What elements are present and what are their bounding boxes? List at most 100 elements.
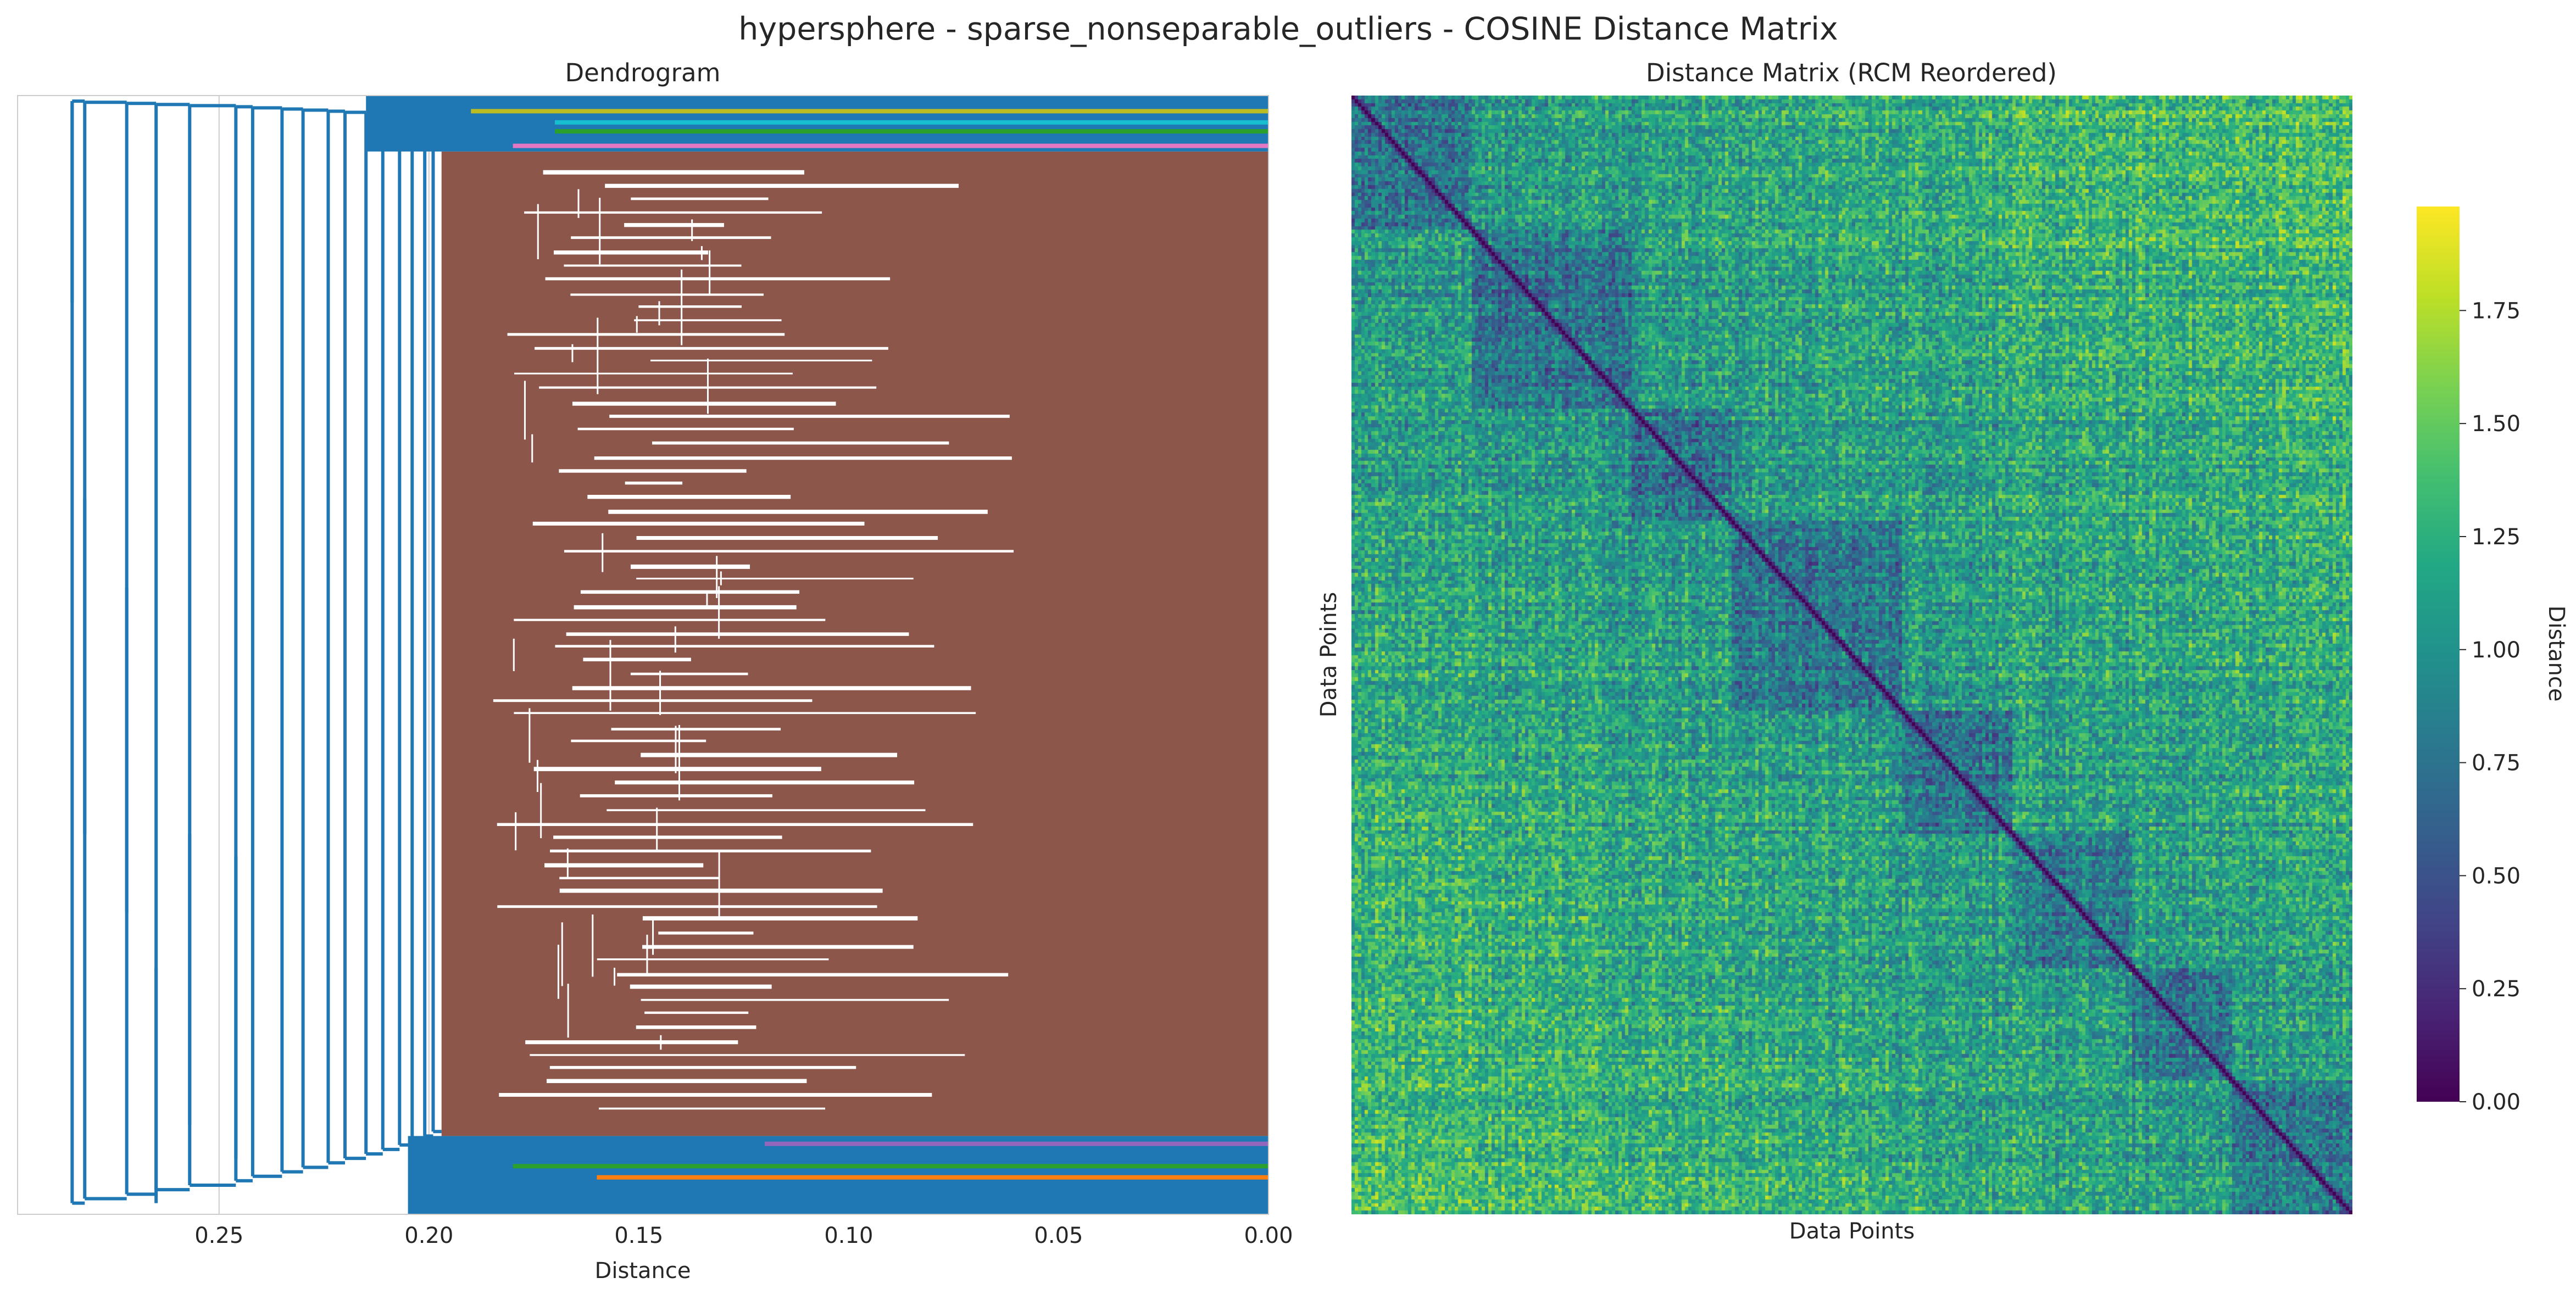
cluster-gap	[493, 699, 813, 702]
cluster-gap	[514, 618, 826, 621]
cluster-gap	[559, 877, 720, 879]
x-tick-label: 0.20	[404, 1223, 453, 1248]
colorbar-ticks: 0.00 0.25 0.50 0.75 1.00 1.25 1.50 1.75	[2460, 298, 2521, 1115]
x-tick-label: 0.10	[824, 1223, 873, 1248]
cluster-gap	[636, 535, 938, 540]
cluster-gap	[605, 183, 959, 188]
colorbar-tick-label: 1.25	[2472, 525, 2521, 550]
cluster-gap	[555, 645, 934, 648]
cluster-gap	[553, 835, 782, 839]
cluster-gap	[631, 197, 769, 200]
x-tick-label: 0.00	[1244, 1223, 1293, 1248]
cluster-gap	[630, 984, 772, 989]
cluster-gap	[650, 359, 872, 361]
cluster-strip	[597, 1175, 1268, 1180]
cluster-gap	[597, 958, 829, 961]
colorbar-tick-label: 0.50	[2472, 863, 2521, 889]
cluster-gap	[564, 550, 1014, 553]
cluster-gap	[543, 170, 804, 175]
cluster-gap	[658, 931, 754, 935]
cluster-gap	[530, 1054, 965, 1056]
cluster-gap	[544, 863, 704, 868]
cluster-gap	[559, 888, 883, 893]
cluster-gap	[574, 605, 797, 610]
cluster-gap	[630, 564, 750, 569]
cluster-gap	[587, 495, 791, 499]
x-tick-label: 0.05	[1034, 1223, 1083, 1248]
colorbar-tick-label: 1.50	[2472, 411, 2521, 437]
dendrogram-panel: Dendrogram 0.25 0.20 0.15 0.10 0.05 0.00 Dist…	[17, 58, 1293, 1284]
colorbar: 0.00 0.25 0.50 0.75 1.00 1.25 1.50 1.75 Distanc…	[2417, 207, 2569, 1115]
cluster-gap	[497, 905, 877, 908]
cluster-gap	[546, 1079, 807, 1084]
cluster-gap	[549, 1065, 856, 1069]
cluster-gap	[624, 223, 724, 227]
cluster-gap	[564, 264, 742, 267]
cluster-gap	[524, 211, 822, 214]
cluster-gap	[615, 780, 915, 785]
cluster-gap	[580, 794, 772, 797]
dendrogram-x-ticks: 0.25 0.20 0.15 0.10 0.05 0.00	[194, 1223, 1293, 1248]
cluster-gap	[532, 521, 865, 526]
dendrogram-xlabel: Distance	[595, 1258, 691, 1284]
colorbar-tick-label: 1.75	[2472, 298, 2521, 323]
colorbar-tick-label: 0.25	[2472, 977, 2521, 1002]
cluster-gap	[652, 441, 949, 445]
cluster-gap	[607, 809, 926, 811]
heatmap-xlabel: Data Points	[1789, 1219, 1915, 1244]
cluster-gap	[634, 319, 782, 321]
cluster-gap	[514, 372, 793, 375]
dendrogram-title: Dendrogram	[565, 58, 721, 87]
cluster-gap	[497, 823, 973, 826]
cluster-gap	[642, 945, 914, 949]
cluster-gap	[641, 752, 898, 757]
cluster-strip	[555, 129, 1268, 134]
dendrogram-frame	[17, 95, 1269, 1215]
cluster-gap	[571, 739, 706, 743]
cluster-gap	[570, 293, 764, 296]
cluster-gap	[550, 849, 871, 853]
cluster-gap	[572, 686, 971, 690]
cluster-gap	[617, 973, 1009, 977]
colorbar-bar	[2417, 207, 2460, 1102]
cluster-gap	[507, 333, 785, 336]
main-cluster	[441, 151, 1268, 1136]
cluster-gap	[636, 577, 914, 579]
cluster-gap	[625, 481, 683, 485]
cluster-gap	[583, 657, 691, 662]
cluster-gap	[609, 415, 1010, 418]
cluster-gap	[535, 347, 888, 350]
heatmap-panel: Distance Matrix (RCM Reordered) Data Poi…	[1316, 58, 2352, 1244]
cluster-gap	[638, 305, 742, 308]
cluster-gap	[514, 712, 976, 715]
cluster-gap	[644, 1011, 749, 1014]
cluster-gap	[641, 998, 949, 1001]
colorbar-tick-label: 0.00	[2472, 1090, 2521, 1115]
cluster-gap	[577, 427, 794, 431]
cluster-gap	[636, 1025, 756, 1029]
cluster-gap	[594, 456, 1012, 460]
cluster-gap	[559, 469, 747, 473]
cluster-gap	[571, 236, 771, 239]
x-tick-label: 0.25	[194, 1223, 243, 1248]
colorbar-tick-label: 0.75	[2472, 751, 2521, 776]
figure-title: hypersphere - sparse_nonseparable_outlie…	[738, 11, 1838, 47]
cluster-gap	[499, 1093, 932, 1097]
cluster-gap	[630, 672, 748, 676]
cluster-gap	[553, 250, 708, 255]
cluster-gap	[533, 767, 821, 772]
main-cluster-block	[441, 151, 1268, 1136]
cluster-gap	[608, 510, 988, 514]
dendrogram-links	[70, 96, 1268, 1214]
cluster-strip	[513, 143, 1268, 148]
cluster-strip	[513, 1164, 1268, 1169]
cluster-strip	[555, 120, 1268, 125]
cluster-strip	[471, 109, 1268, 114]
heatmap-ylabel: Data Points	[1316, 592, 1342, 717]
x-tick-label: 0.15	[614, 1223, 663, 1248]
cluster-gap	[580, 590, 800, 594]
colorbar-tick-label: 1.00	[2472, 638, 2521, 663]
cluster-strip	[765, 1141, 1268, 1146]
heatmap-image	[1351, 96, 2352, 1214]
cluster-gap	[642, 916, 918, 920]
